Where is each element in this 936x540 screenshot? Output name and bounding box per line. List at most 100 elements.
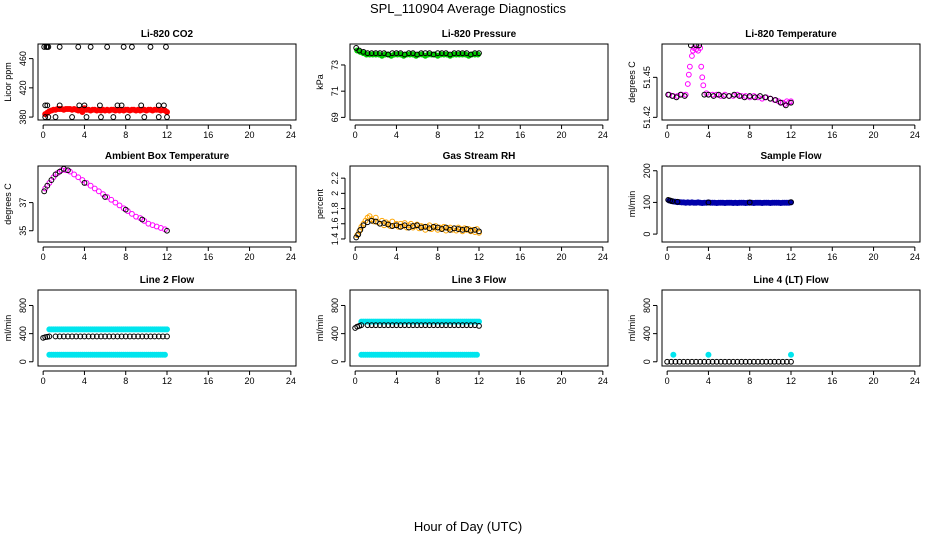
x-tick-label: 16 — [515, 130, 525, 140]
data-point — [118, 102, 125, 109]
data-point — [763, 358, 770, 365]
data-point — [129, 210, 135, 217]
data-point — [463, 322, 470, 329]
data-point — [122, 206, 129, 213]
data-layer — [353, 45, 482, 59]
data-point — [471, 322, 478, 329]
data-point — [110, 114, 117, 120]
y-tick-label: 69 — [330, 112, 340, 122]
x-tick-label: 0 — [41, 376, 46, 386]
data-point — [701, 91, 708, 98]
x-tick-label: 20 — [245, 376, 255, 386]
data-point — [87, 182, 94, 189]
x-tick-label: 16 — [827, 252, 837, 262]
plot-frame — [661, 165, 921, 243]
data-point — [381, 322, 387, 329]
y-tick-label: 1.6 — [330, 218, 340, 231]
y-axis-label: degrees C — [627, 61, 637, 103]
data-point — [41, 44, 48, 50]
y-tick-label: 2.2 — [330, 172, 340, 185]
x-tick-label: 8 — [747, 252, 752, 262]
x-tick-label: 8 — [435, 252, 440, 262]
data-point — [52, 171, 59, 178]
plot-frame — [661, 43, 921, 121]
data-point — [81, 333, 88, 340]
data-point — [393, 50, 400, 57]
panel: Li-820 Temperature 0 4 8 12 16 20 24 51.42 51.45 d… — [627, 29, 921, 140]
data-point — [389, 322, 396, 329]
data-point — [65, 167, 71, 174]
data-point — [143, 333, 150, 340]
data-point — [397, 322, 404, 329]
panel-title: Gas Stream RH — [443, 151, 516, 162]
data-point — [83, 179, 90, 186]
figure-title: SPL_110904 Average Diagnostics — [370, 1, 567, 16]
data-point — [459, 50, 466, 57]
data-point — [686, 63, 693, 70]
data-point — [405, 322, 412, 329]
data-point — [734, 358, 741, 365]
data-point — [741, 94, 748, 101]
data-layer — [40, 326, 170, 358]
data-point — [138, 102, 145, 109]
y-tick-label: 400 — [18, 326, 28, 341]
data-point — [689, 358, 695, 365]
data-point — [164, 114, 170, 120]
panel: Li-820 CO2 0 4 8 12 16 20 24 380 420 460 Licor ppm — [3, 29, 297, 140]
x-tick-label: 8 — [747, 376, 752, 386]
y-tick-label: 400 — [642, 326, 652, 341]
panel-title: Line 4 (LT) Flow — [753, 275, 829, 286]
data-point — [451, 225, 458, 232]
plot-frame — [37, 165, 297, 243]
data-point — [426, 322, 433, 329]
data-point — [422, 50, 429, 57]
data-point — [52, 333, 59, 340]
data-point — [364, 322, 371, 329]
data-point — [430, 322, 437, 329]
data-point — [45, 114, 52, 120]
data-point — [77, 333, 84, 340]
data-point — [114, 102, 121, 109]
data-point — [771, 358, 778, 365]
data-point — [102, 194, 108, 200]
data-point — [106, 333, 113, 340]
x-tick-label: 20 — [869, 376, 879, 386]
data-point — [726, 358, 732, 365]
panel-title: Li-820 CO2 — [141, 29, 194, 40]
data-point — [368, 217, 375, 224]
data-point — [730, 358, 737, 365]
y-tick-label: 420 — [18, 80, 28, 95]
data-point — [126, 333, 133, 340]
y-tick-label: 37 — [18, 198, 28, 208]
data-point — [451, 322, 458, 329]
data-point — [438, 50, 445, 57]
data-point — [418, 322, 425, 329]
data-point — [676, 358, 683, 365]
data-layer — [665, 44, 794, 109]
data-point — [467, 227, 474, 234]
data-point — [44, 333, 51, 340]
data-point — [56, 44, 63, 50]
x-tick-label: 12 — [162, 376, 172, 386]
data-point — [81, 102, 88, 109]
x-tick-label: 8 — [435, 130, 440, 140]
data-point — [141, 114, 148, 120]
data-point — [104, 194, 111, 200]
x-tick-label: 24 — [910, 130, 920, 140]
data-point — [459, 226, 466, 233]
panel-title: Line 2 Flow — [140, 275, 195, 286]
data-point — [131, 333, 137, 340]
data-point — [69, 333, 75, 340]
x-tick-label: 12 — [786, 376, 796, 386]
data-point — [71, 171, 78, 178]
data-point — [696, 44, 703, 49]
data-point — [93, 333, 100, 340]
data-point — [680, 358, 687, 365]
data-point — [726, 93, 732, 99]
data-point — [164, 333, 170, 340]
data-point — [709, 358, 716, 365]
data-point — [56, 333, 63, 340]
panel: Line 3 Flow 0 4 8 12 16 20 24 0 400 800 ml/min — [315, 275, 609, 386]
data-point — [772, 97, 779, 103]
